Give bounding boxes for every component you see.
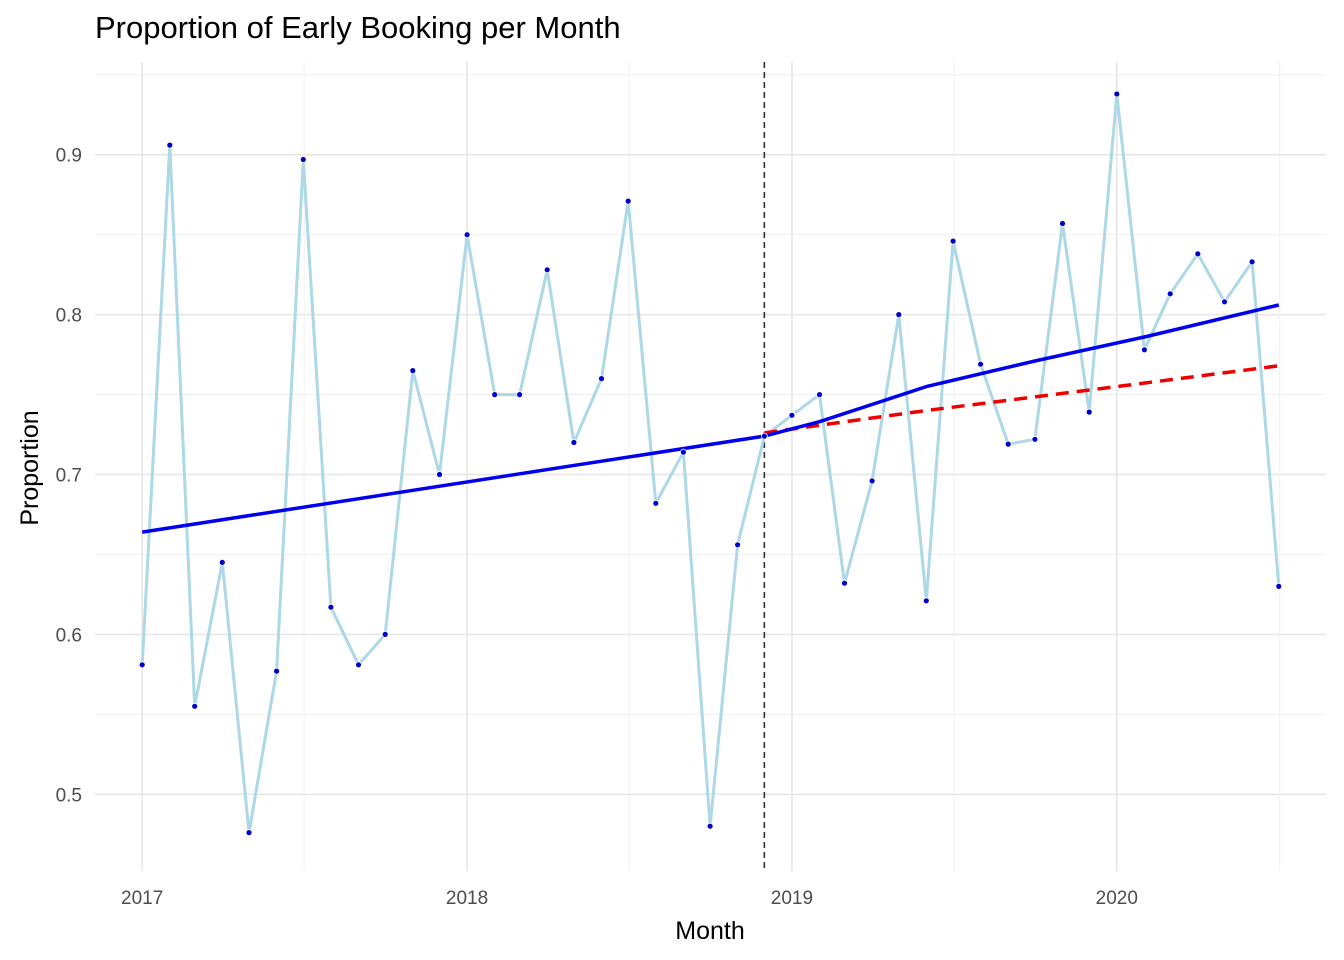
- observed-data-point: [949, 237, 957, 245]
- x-tick-label: 2017: [121, 888, 163, 909]
- y-tick-label: 0.7: [56, 465, 82, 486]
- observed-data-point: [624, 197, 632, 205]
- observed-data-point: [598, 375, 605, 383]
- observed-data-point: [1085, 408, 1093, 416]
- observed-data-point: [491, 391, 499, 399]
- observed-data-point: [922, 597, 930, 605]
- observed-data-point: [218, 559, 226, 566]
- observed-data-point: [138, 661, 146, 669]
- x-tick-label: 2020: [1096, 888, 1138, 909]
- observed-data-point: [516, 391, 523, 399]
- observed-data-point: [868, 477, 876, 485]
- observed-data-point: [166, 141, 174, 149]
- observed-data-point: [1031, 435, 1039, 443]
- observed-data-point: [1004, 440, 1012, 448]
- y-tick-label: 0.9: [56, 146, 82, 167]
- tick-layer: 0.5 0.6 0.7 0.8 0.9 2017 2018 2019 2020: [56, 146, 1138, 909]
- observed-data-point: [570, 439, 578, 446]
- series-layer: [138, 90, 1283, 836]
- observed-data-point: [436, 471, 443, 478]
- observed-data-point: [327, 603, 335, 611]
- observed-data-point: [543, 266, 551, 274]
- observed-data-point: [1141, 346, 1148, 354]
- observed-data-point: [1275, 583, 1283, 590]
- y-tick-label: 0.5: [56, 785, 82, 806]
- y-axis-title: Proportion: [16, 410, 44, 525]
- observed-data-point: [895, 311, 903, 319]
- observed-data-point: [1059, 220, 1066, 227]
- observed-data-point: [816, 391, 823, 399]
- x-tick-label: 2019: [771, 888, 813, 909]
- observed-data-point: [680, 448, 687, 456]
- observed-data-point: [841, 579, 848, 587]
- observed-data-point: [1113, 90, 1121, 98]
- observed-data-point: [409, 367, 417, 375]
- observed-data-point: [734, 541, 741, 549]
- observed-data-point: [463, 231, 471, 239]
- observed-data-point: [761, 432, 768, 440]
- observed-data-point: [245, 829, 253, 836]
- chart-title: Proportion of Early Booking per Month: [95, 10, 621, 45]
- observed-data-point: [191, 702, 199, 710]
- observed-data-point: [977, 360, 984, 368]
- observed-data-point: [706, 822, 714, 830]
- x-axis-title: Month: [675, 917, 744, 945]
- observed-data-point: [1166, 290, 1174, 298]
- observed-data-point: [273, 667, 281, 675]
- observed-series-line: [140, 92, 1281, 835]
- observed-data-point: [1194, 250, 1202, 258]
- observed-data-point: [355, 661, 362, 669]
- observed-data-point: [652, 499, 660, 507]
- observed-data-point: [381, 631, 389, 638]
- y-tick-label: 0.6: [56, 625, 82, 646]
- observed-data-point: [1248, 258, 1256, 266]
- y-tick-label: 0.8: [56, 306, 82, 327]
- observed-data-point: [1221, 298, 1228, 306]
- counterfactual-trend-line: [764, 364, 1280, 435]
- observed-data-point: [788, 411, 796, 419]
- fitted-trend-line: [141, 303, 1280, 534]
- x-tick-label: 2018: [446, 888, 488, 909]
- grid-layer: [95, 62, 1326, 871]
- observed-data-point: [299, 156, 307, 163]
